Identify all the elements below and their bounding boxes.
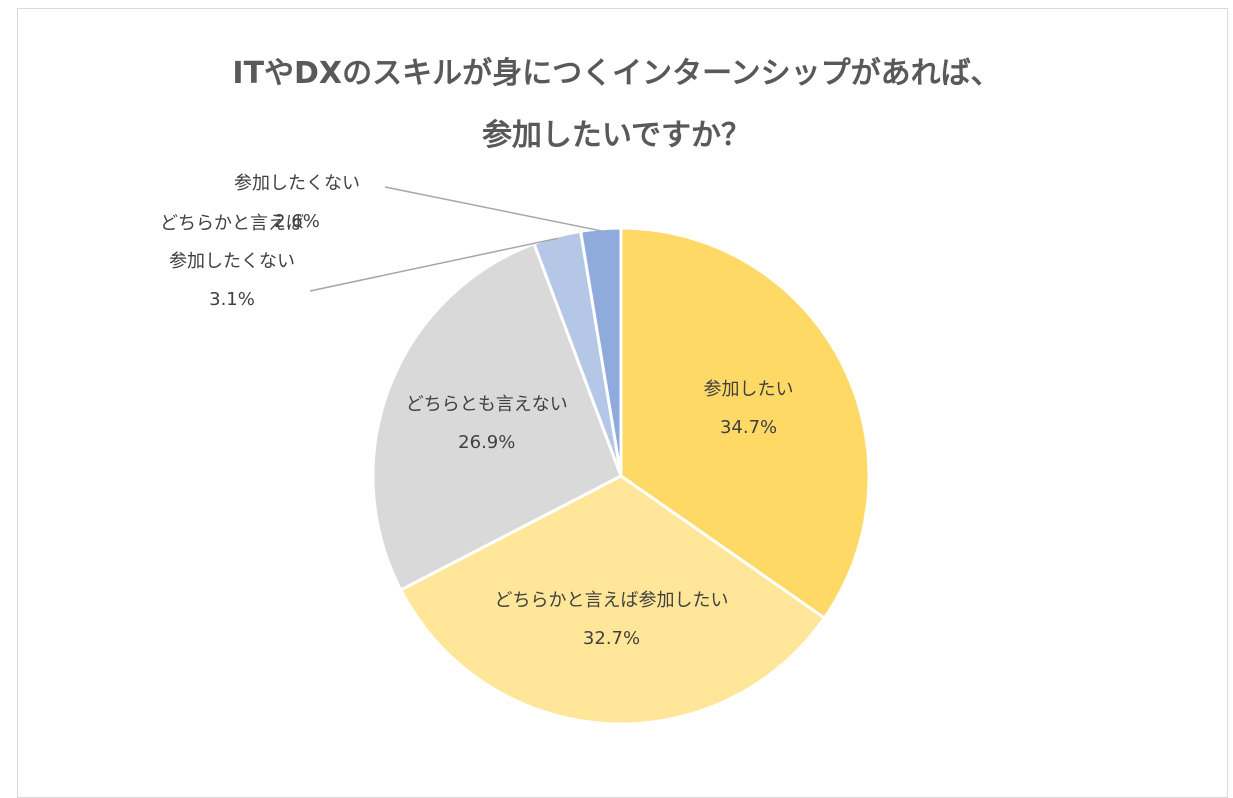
pie-slice: [398, 474, 827, 726]
chart-title: 参加したいですか？: [481, 118, 752, 153]
slice-label: どちらとも言えない: [405, 394, 568, 416]
slice-value: 32.7%: [582, 627, 641, 649]
slice-value: 2.6%: [274, 211, 320, 232]
leader-line: [309, 237, 558, 292]
slice-value: 26.9%: [458, 432, 516, 454]
slice-label: どちらかと言えば参加したい: [494, 589, 729, 611]
slice-label: どちらかと言えば参加したくない: [160, 213, 304, 272]
pie-slice: [371, 241, 623, 592]
slice-label: 参加したくない: [234, 173, 360, 194]
pie-slice: [619, 226, 871, 621]
chart-title: ITやDXのスキルが身につくインターンシップがあれば、: [232, 56, 1001, 91]
slice-value: 34.7%: [719, 417, 778, 439]
slice-value: 3.1%: [209, 289, 255, 310]
pie-slice: [578, 226, 623, 477]
slice-label: 参加したい: [703, 379, 794, 401]
leader-line: [384, 186, 602, 232]
